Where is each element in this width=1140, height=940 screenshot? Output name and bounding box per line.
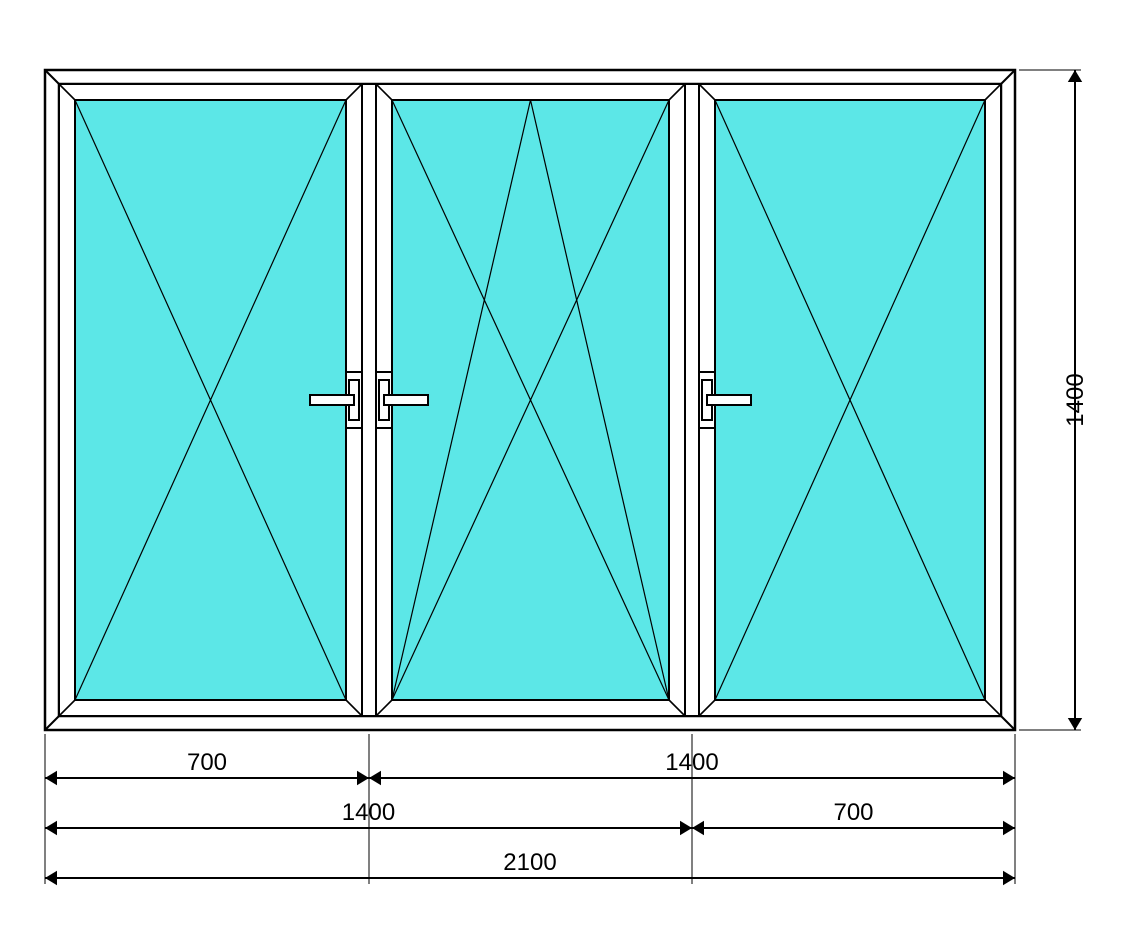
- dimension-label: 700: [833, 799, 873, 826]
- handle-lever-icon: [310, 395, 354, 405]
- mullion: [685, 84, 699, 716]
- dimension-label: 1400: [1062, 373, 1089, 426]
- dimension-label: 700: [187, 749, 227, 776]
- dimension-label: 1400: [342, 799, 395, 826]
- handle-lever-icon: [707, 395, 751, 405]
- window-technical-drawing: 700 1400 1400 700 2100 1400: [0, 0, 1140, 940]
- mullion: [362, 84, 376, 716]
- dimension-label: 2100: [503, 849, 556, 876]
- dimension-label: 1400: [665, 749, 718, 776]
- handle-lever-icon: [384, 395, 428, 405]
